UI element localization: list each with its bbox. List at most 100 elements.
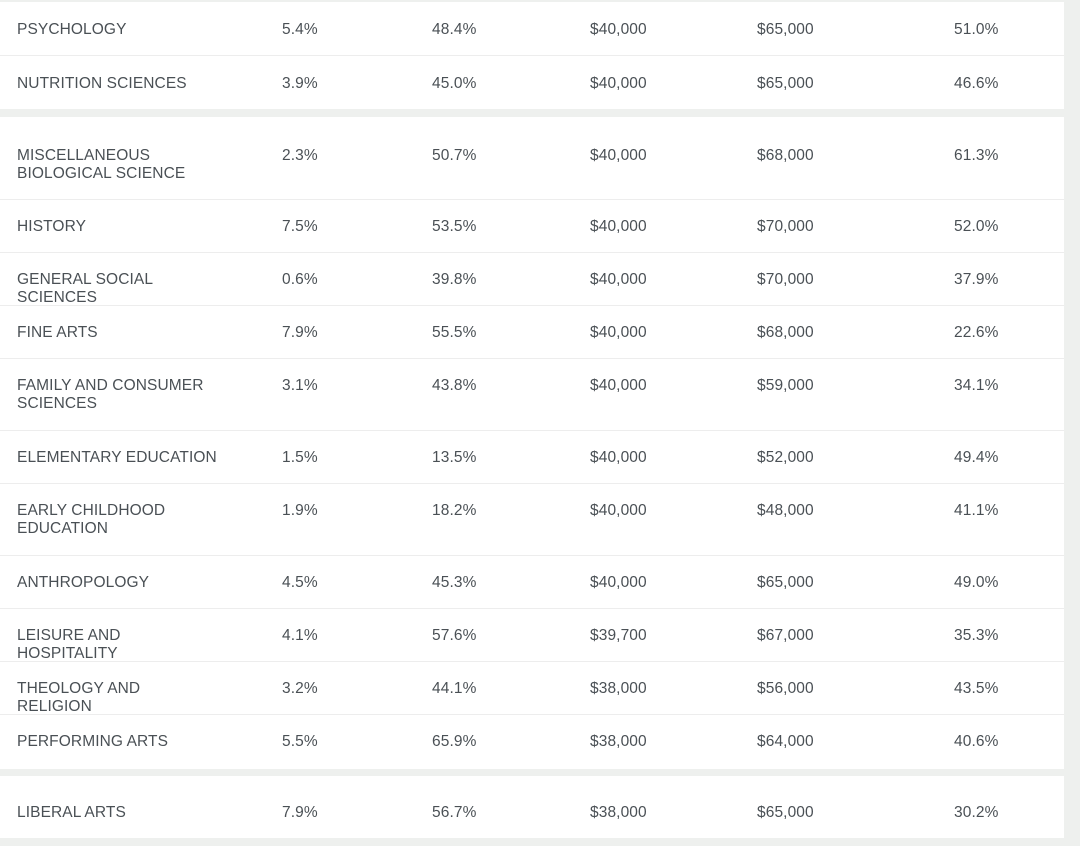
value-cell: $40,000 [590,574,647,591]
value-cell: 2.3% [282,147,318,164]
value-cell: 13.5% [432,449,477,466]
major-cell: HISTORY [17,218,87,235]
value-cell: 5.4% [282,21,318,38]
value-cell: 3.1% [282,377,318,394]
major-cell: LIBERAL ARTS [17,804,126,821]
table-row: HISTORY 7.5% 53.5% $40,000 $70,000 52.0% [0,200,1064,253]
table-block: PSYCHOLOGY 5.4% 48.4% $40,000 $65,000 51… [0,2,1064,109]
major-cell: FAMILY AND CONSUMER SCIENCES [17,377,204,412]
value-cell: 35.3% [954,627,999,644]
value-cell: $56,000 [757,680,814,697]
value-cell: 4.1% [282,627,318,644]
value-cell: $40,000 [590,147,647,164]
value-cell: $40,000 [590,377,647,394]
value-cell: 52.0% [954,218,999,235]
value-cell: $65,000 [757,804,814,821]
major-cell: EARLY CHILDHOOD EDUCATION [17,502,166,537]
value-cell: $38,000 [590,680,647,697]
value-cell: 61.3% [954,147,999,164]
value-cell: $64,000 [757,733,814,750]
major-cell: ELEMENTARY EDUCATION [17,449,217,466]
major-cell: ANTHROPOLOGY [17,574,150,591]
value-cell: 4.5% [282,574,318,591]
major-cell: LEISURE AND HOSPITALITY [17,627,121,662]
value-cell: $65,000 [757,75,814,92]
major-cell: MISCELLANEOUS BIOLOGICAL SCIENCE [17,147,186,182]
value-cell: $38,000 [590,733,647,750]
value-cell: 57.6% [432,627,477,644]
table-row: LIBERAL ARTS 7.9% 56.7% $38,000 $65,000 … [0,776,1064,838]
table-row: FAMILY AND CONSUMER SCIENCES 3.1% 43.8% … [0,359,1064,431]
value-cell: 43.5% [954,680,999,697]
table-row: GENERAL SOCIAL SCIENCES 0.6% 39.8% $40,0… [0,253,1064,306]
table-block: LIBERAL ARTS 7.9% 56.7% $38,000 $65,000 … [0,776,1064,838]
major-cell: PSYCHOLOGY [17,21,127,38]
value-cell: $70,000 [757,218,814,235]
value-cell: 0.6% [282,271,318,288]
value-cell: 18.2% [432,502,477,519]
value-cell: 1.5% [282,449,318,466]
value-cell: 56.7% [432,804,477,821]
value-cell: 49.0% [954,574,999,591]
value-cell: 3.2% [282,680,318,697]
table-row: LEISURE AND HOSPITALITY 4.1% 57.6% $39,7… [0,609,1064,662]
value-cell: $48,000 [757,502,814,519]
table-row: PERFORMING ARTS 5.5% 65.9% $38,000 $64,0… [0,715,1064,769]
value-cell: $40,000 [590,75,647,92]
value-cell: 49.4% [954,449,999,466]
value-cell: 39.8% [432,271,477,288]
table-block: MISCELLANEOUS BIOLOGICAL SCIENCE 2.3% 50… [0,117,1064,769]
value-cell: $67,000 [757,627,814,644]
value-cell: 45.0% [432,75,477,92]
major-cell: FINE ARTS [17,324,98,341]
value-cell: $40,000 [590,324,647,341]
value-cell: 34.1% [954,377,999,394]
table-row: ELEMENTARY EDUCATION 1.5% 13.5% $40,000 … [0,431,1064,484]
major-cell: NUTRITION SCIENCES [17,75,187,92]
value-cell: $40,000 [590,21,647,38]
table-row: FINE ARTS 7.9% 55.5% $40,000 $68,000 22.… [0,306,1064,359]
value-cell: 7.9% [282,324,318,341]
value-cell: 40.6% [954,733,999,750]
value-cell: 43.8% [432,377,477,394]
table-row: MISCELLANEOUS BIOLOGICAL SCIENCE 2.3% 50… [0,117,1064,200]
value-cell: 46.6% [954,75,999,92]
value-cell: 37.9% [954,271,999,288]
major-cell: GENERAL SOCIAL SCIENCES [17,271,153,306]
value-cell: $39,700 [590,627,647,644]
value-cell: $65,000 [757,21,814,38]
value-cell: 22.6% [954,324,999,341]
value-cell: $70,000 [757,271,814,288]
table-row: NUTRITION SCIENCES 3.9% 45.0% $40,000 $6… [0,56,1064,109]
major-cell: PERFORMING ARTS [17,733,169,750]
value-cell: 44.1% [432,680,477,697]
value-cell: 7.5% [282,218,318,235]
value-cell: 51.0% [954,21,999,38]
value-cell: $38,000 [590,804,647,821]
value-cell: $52,000 [757,449,814,466]
value-cell: $40,000 [590,271,647,288]
value-cell: 5.5% [282,733,318,750]
value-cell: $65,000 [757,574,814,591]
value-cell: 55.5% [432,324,477,341]
value-cell: 53.5% [432,218,477,235]
value-cell: 48.4% [432,21,477,38]
value-cell: $40,000 [590,449,647,466]
value-cell: $59,000 [757,377,814,394]
table-row: PSYCHOLOGY 5.4% 48.4% $40,000 $65,000 51… [0,2,1064,56]
value-cell: 1.9% [282,502,318,519]
table-row: ANTHROPOLOGY 4.5% 45.3% $40,000 $65,000 … [0,556,1064,609]
value-cell: 50.7% [432,147,477,164]
value-cell: 30.2% [954,804,999,821]
value-cell: 7.9% [282,804,318,821]
table-row: EARLY CHILDHOOD EDUCATION 1.9% 18.2% $40… [0,484,1064,556]
value-cell: $68,000 [757,147,814,164]
table-row: THEOLOGY AND RELIGION 3.2% 44.1% $38,000… [0,662,1064,715]
value-cell: $68,000 [757,324,814,341]
value-cell: $40,000 [590,218,647,235]
value-cell: 45.3% [432,574,477,591]
value-cell: 41.1% [954,502,999,519]
major-cell: THEOLOGY AND RELIGION [17,680,141,715]
value-cell: $40,000 [590,502,647,519]
